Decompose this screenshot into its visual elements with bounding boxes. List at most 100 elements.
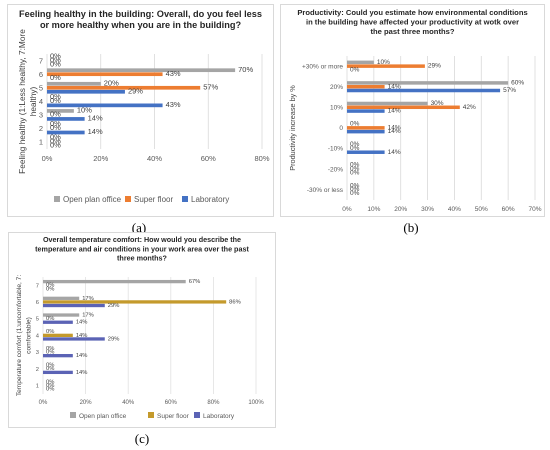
data-label: 14% — [76, 333, 88, 339]
bar — [347, 101, 428, 106]
data-label: 0% — [46, 329, 54, 335]
data-label: 0% — [350, 141, 360, 148]
x-tick-label: 40% — [147, 154, 162, 163]
bar — [47, 89, 125, 94]
data-label: 0% — [46, 316, 54, 322]
x-tick-label: 80% — [254, 154, 269, 163]
category-label: 7 — [36, 283, 39, 289]
category-label: 2 — [39, 124, 43, 133]
category-label: 5 — [39, 83, 43, 92]
data-label: 0% — [50, 141, 61, 150]
category-label: 5 — [36, 317, 39, 323]
chart-title-line: in the building have affected your produ… — [306, 18, 519, 27]
category-label: 7 — [39, 56, 43, 65]
chart-title-line: the past three months? — [371, 27, 455, 36]
bar — [43, 354, 73, 358]
x-tick-label: 10% — [367, 206, 380, 213]
data-label: 30% — [431, 100, 444, 107]
data-label: 60% — [511, 79, 524, 86]
data-label: 0% — [350, 169, 360, 176]
category-label: 3 — [39, 111, 43, 120]
x-tick-label: 30% — [421, 206, 434, 213]
x-tick-label: 0% — [42, 154, 53, 163]
legend-swatch — [70, 412, 76, 418]
legend-swatch — [125, 196, 131, 202]
panel-b-frame — [280, 4, 545, 217]
x-tick-label: 60% — [201, 154, 216, 163]
bar — [347, 81, 509, 85]
chart-productivity: Productivity: Could you estimate how env… — [288, 8, 542, 213]
data-label: 0% — [50, 55, 61, 64]
category-label: 0 — [339, 125, 343, 132]
data-label: 29% — [108, 336, 120, 342]
chart-temperature-comfort: Overall temperature comfort: How would y… — [16, 235, 264, 420]
data-label: 67% — [189, 279, 201, 285]
data-label: 0% — [46, 387, 54, 393]
legend-swatch — [194, 412, 200, 418]
category-label: 1 — [36, 384, 39, 390]
bar — [347, 84, 385, 89]
x-tick-label: 20% — [80, 400, 93, 406]
category-label: 4 — [39, 97, 43, 106]
chart-title-line: Overall temperature comfort: How would y… — [43, 235, 241, 244]
data-label: 0% — [350, 66, 360, 73]
data-label: 0% — [350, 162, 360, 169]
data-label: 0% — [350, 145, 360, 152]
category-label: 6 — [39, 70, 43, 79]
bar — [47, 81, 101, 86]
data-label: 57% — [503, 87, 516, 94]
chart-title-line: Feeling healthy in the building: Overall… — [19, 9, 262, 19]
data-label: 0% — [350, 186, 360, 193]
x-tick-label: 70% — [528, 206, 541, 213]
data-label: 10% — [377, 59, 390, 66]
legend-swatch — [54, 196, 60, 202]
data-label: 14% — [76, 320, 88, 326]
bar — [47, 103, 163, 108]
bar — [47, 109, 74, 113]
chart-feeling-healthy: Feeling healthy in the building: Overall… — [17, 9, 270, 204]
data-label: 42% — [463, 104, 476, 111]
x-tick-label: 50% — [475, 206, 488, 213]
data-label: 14% — [388, 128, 401, 135]
data-label: 0% — [350, 182, 360, 189]
data-label: 17% — [82, 312, 94, 318]
bar — [347, 105, 460, 110]
data-label: 70% — [238, 65, 253, 74]
x-tick-label: 20% — [394, 206, 407, 213]
data-label: 0% — [46, 346, 54, 352]
data-label: 0% — [46, 363, 54, 369]
caption-b: (b) — [403, 220, 419, 235]
panel-c: Overall temperature comfort: How would y… — [8, 232, 276, 428]
data-label: 0% — [350, 166, 360, 173]
chart-title-line: Productivity: Could you estimate how env… — [297, 8, 527, 17]
legend-label: Super floor — [157, 413, 190, 420]
data-label: 0% — [50, 51, 61, 60]
data-label: 20% — [104, 78, 119, 87]
data-label: 29% — [108, 303, 120, 309]
bar — [47, 72, 163, 77]
data-label: 14% — [388, 124, 401, 131]
y-axis-label: Feeling healthy (1:Less healthy, 7:More — [17, 29, 27, 174]
data-label: 57% — [203, 82, 218, 91]
data-label: 0% — [50, 137, 61, 146]
legend-label: Open plan office — [79, 413, 127, 420]
legend-label: Super floor — [134, 195, 173, 204]
bar — [43, 337, 105, 341]
legend-swatch — [148, 412, 154, 418]
bar — [347, 126, 385, 130]
bar — [47, 130, 85, 135]
x-tick-label: 60% — [165, 400, 178, 406]
chart-title-line: three months? — [117, 254, 167, 263]
bar — [43, 313, 80, 317]
data-label: 0% — [46, 286, 54, 292]
x-tick-label: 0% — [39, 400, 48, 406]
bar — [43, 279, 186, 284]
category-label: +30% or more — [302, 63, 343, 70]
data-label: 0% — [350, 121, 360, 128]
data-label: 0% — [50, 73, 61, 82]
data-label: 0% — [50, 92, 61, 101]
category-label: 20% — [330, 84, 343, 91]
category-label: 10% — [330, 105, 343, 112]
category-label: 2 — [36, 367, 39, 373]
data-label: 43% — [166, 69, 181, 78]
